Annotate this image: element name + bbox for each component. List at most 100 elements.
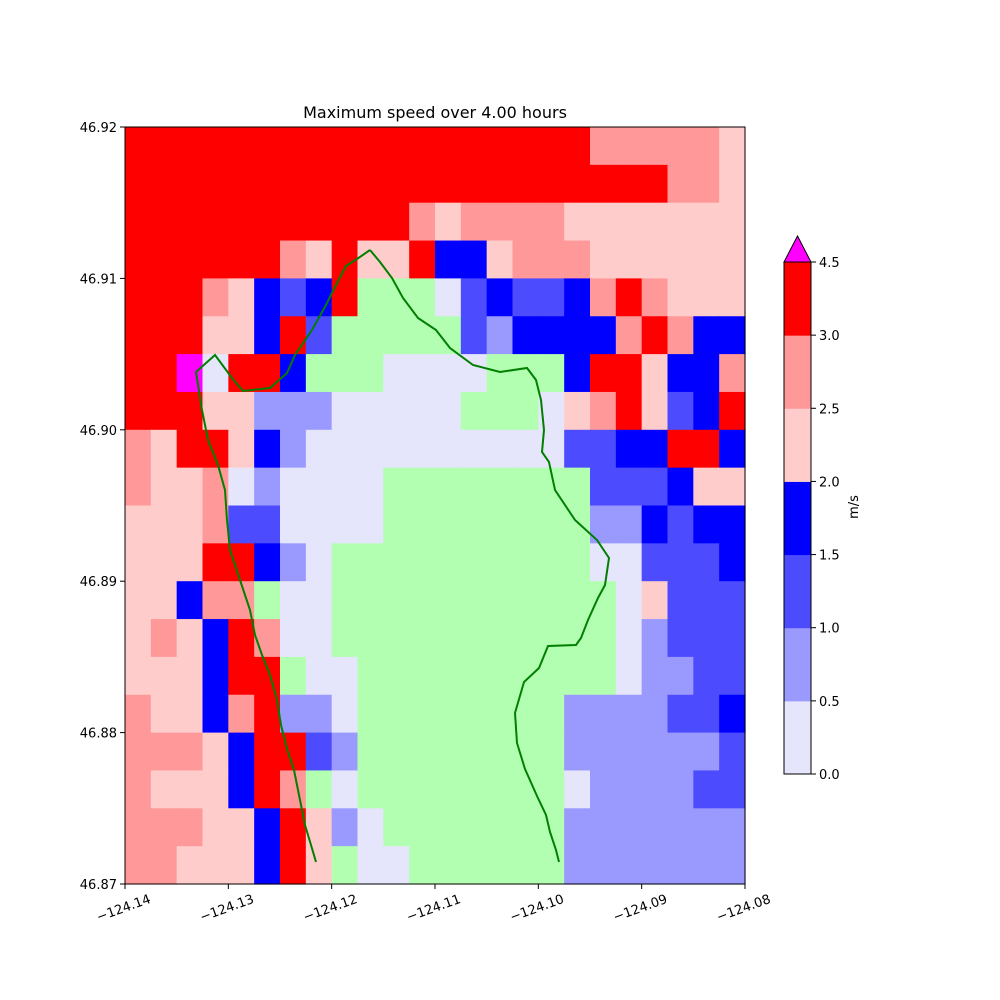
heatmap-cell [383,770,410,809]
heatmap-cell [357,808,384,847]
heatmap-cell [280,846,307,885]
heatmap-cell [564,732,591,772]
heatmap-cell [409,467,436,507]
heatmap-cell [641,770,669,809]
heatmap-cell [254,354,281,393]
heatmap-cell [512,127,539,166]
colorbar-tick-label: 1.5 [819,549,840,564]
heatmap-cell [641,391,669,431]
heatmap-cell [409,354,436,393]
heatmap-cell [176,278,204,317]
heatmap-cell [305,278,333,317]
heatmap-cell [435,694,462,734]
heatmap-cell [615,694,643,734]
heatmap-cell [719,202,746,242]
heatmap-cell [564,808,591,847]
heatmap-cell [460,770,488,809]
heatmap-cell [719,770,746,809]
heatmap-cell [228,694,255,734]
heatmap-cell [176,240,204,279]
heatmap-cell [435,127,462,166]
heatmap-cell [667,467,694,507]
heatmap-cell [435,808,462,847]
heatmap-cell [590,391,617,431]
heatmap-cell [409,770,436,809]
heatmap-cell [331,694,359,734]
colorbar-tick-label: 2.0 [819,475,840,490]
heatmap-cell [409,429,436,469]
heatmap-cell [125,316,152,355]
heatmap-cell [125,278,152,317]
heatmap-cell [460,467,488,507]
heatmap-cell [693,581,720,620]
heatmap-cell [719,656,746,696]
heatmap-cell [564,694,591,734]
heatmap-cell [590,808,617,847]
heatmap-cell [280,429,307,469]
heatmap-cell [331,732,359,772]
heatmap-cell [538,808,565,847]
heatmap-cell [460,581,488,620]
heatmap-cell [486,278,514,317]
colorbar-tick-label: 3.0 [819,329,840,344]
heatmap-cell [590,694,617,734]
heatmap-cell [409,732,436,772]
heatmap-cell [254,808,281,847]
heatmap-cell [409,505,436,544]
colorbar-tick-label: 0.0 [819,768,840,783]
heatmap-cell [176,202,204,242]
heatmap-cell [615,770,643,809]
heatmap-cell [331,240,359,279]
heatmap-cell [305,316,333,355]
heatmap-cell [228,240,255,279]
heatmap-cell [615,581,643,620]
heatmap-cell [383,164,410,204]
heatmap-cell [641,543,669,582]
heatmap-cell [641,619,669,658]
heatmap-cell [409,846,436,885]
heatmap-cell [228,656,255,696]
heatmap-cell [719,391,746,431]
heatmap-cell [383,505,410,544]
heatmap-cell [331,846,359,885]
heatmap-cell [538,694,565,734]
heatmap-cell [228,543,255,582]
heatmap-cell [486,240,514,279]
heatmap-cell [150,543,178,582]
heatmap-cell [435,240,462,279]
heatmap-cell [150,391,178,431]
heatmap-cell [693,164,720,204]
heatmap-cell [357,846,384,885]
heatmap-cell [125,656,152,696]
heatmap-cell [254,127,281,166]
heatmap-cell [228,127,255,166]
heatmap-cell [202,846,229,885]
heatmap-cell [331,164,359,204]
heatmap-cell [305,846,333,885]
y-tick-label: 46.90 [80,424,117,439]
heatmap-cell [202,656,229,696]
heatmap-cell [435,467,462,507]
colorbar-band [784,554,811,629]
heatmap-cell [280,694,307,734]
heatmap-cell [383,656,410,696]
heatmap-cell [409,694,436,734]
heatmap-cell [435,543,462,582]
heatmap-cell [305,164,333,204]
heatmap-cell [512,354,539,393]
heatmap-cell [615,429,643,469]
heatmap-cell [667,316,694,355]
heatmap-cell [202,505,229,544]
heatmap-cell [615,240,643,279]
x-tick-label: −124.14 [95,892,153,925]
heatmap-cell [409,164,436,204]
x-tick-label: −124.11 [405,892,463,925]
heatmap-cell [564,429,591,469]
heatmap-cell [719,354,746,393]
heatmap-cell [512,202,539,242]
heatmap-cell [383,732,410,772]
heatmap-cell [486,619,514,658]
heatmap-cell [435,619,462,658]
colorbar-tick-label: 4.5 [819,256,840,271]
heatmap-cell [202,164,229,204]
